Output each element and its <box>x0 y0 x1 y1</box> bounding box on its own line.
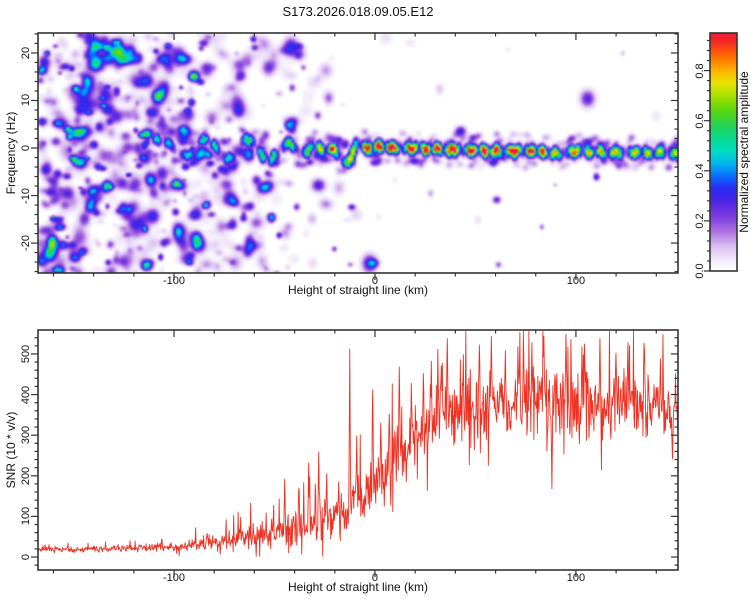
colorbar-tick-label: 0.8 <box>694 62 706 79</box>
spectrogram-y-axis-label: Frequency (Hz) <box>4 111 18 195</box>
spectrogram-x-tick-label: 100 <box>566 275 586 287</box>
spectrogram-y-tick-label: 10 <box>20 94 32 107</box>
snr-y-axis-label: SNR (10 * v/v) <box>4 411 18 489</box>
snr-x-tick-label: 100 <box>566 572 586 584</box>
snr-y-tick-label: 200 <box>20 466 32 485</box>
snr-y-tick-label: 100 <box>20 507 32 526</box>
spectrogram-y-tick-label: 20 <box>20 46 32 60</box>
colorbar-tick-label: 0.0 <box>694 263 706 279</box>
spectrogram-x-tick-label: -100 <box>163 275 186 287</box>
snr-y-tick-label: 300 <box>20 425 32 445</box>
snr-y-tick-label: 500 <box>20 344 32 364</box>
figure-title: S173.2026.018.09.05.E12 <box>282 4 434 19</box>
snr-y-tick-label: 0 <box>20 553 32 561</box>
snr-x-tick-label: 0 <box>371 572 379 584</box>
spectrogram-y-tick-label: 0 <box>20 144 32 152</box>
spectrogram-y-tick-label: -20 <box>20 235 32 251</box>
colorbar-tick-label: 0.6 <box>694 113 706 129</box>
spectrogram-y-tick-label: -10 <box>20 187 32 204</box>
colorbar-tick-label: 0.4 <box>694 163 706 179</box>
colorbar-title: Normalized spectral amplitude <box>737 71 750 233</box>
colorbar-tick-label: 0.2 <box>694 213 706 229</box>
snr-y-tick-label: 400 <box>20 385 32 404</box>
spectrogram-x-axis-label: Height of straight line (km) <box>287 283 429 297</box>
snr-x-tick-label: -100 <box>163 572 186 584</box>
snr-x-axis-label: Height of straight line (km) <box>287 580 429 594</box>
spectrogram-x-tick-label: 0 <box>371 275 379 287</box>
